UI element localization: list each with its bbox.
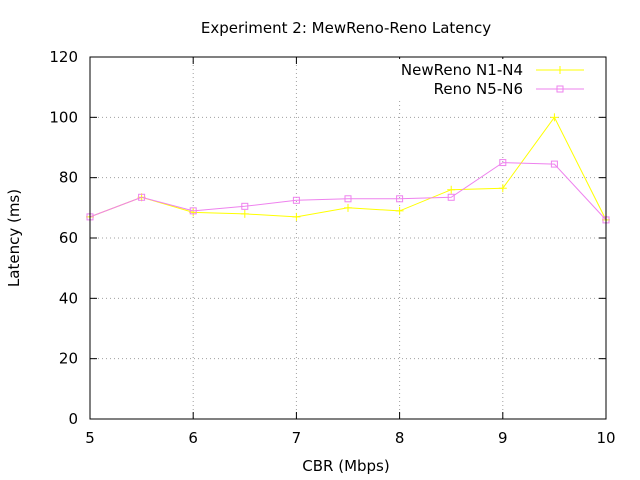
x-axis-title: CBR (Mbps): [302, 457, 389, 475]
y-axis-title: Latency (ms): [5, 189, 23, 287]
data-point-square: [189, 207, 197, 215]
data-point-square: [344, 195, 352, 203]
y-tick-label: 60: [59, 229, 78, 247]
data-point-square: [138, 193, 146, 201]
data-point-square: [550, 160, 558, 168]
series-newreno: [86, 113, 610, 224]
data-point-square: [396, 195, 404, 203]
grid-lines: [90, 57, 606, 419]
y-tick-label: 80: [59, 169, 78, 187]
data-series: [86, 113, 610, 224]
axis-ticks: 0 20 40 60 80 100 120 5 6 7 8 9 10: [49, 48, 615, 447]
legend-background: [380, 59, 604, 99]
legend-label: Reno N5-N6: [434, 80, 523, 98]
plot-frame: [89, 56, 607, 420]
series-reno: [86, 159, 610, 224]
y-tick-label: 20: [59, 350, 78, 368]
legend-entry: Reno N5-N6: [434, 80, 584, 98]
data-point-plus: [550, 113, 559, 122]
y-tick-label: 0: [68, 410, 78, 428]
data-point-square: [556, 85, 564, 93]
data-point-plus: [447, 185, 456, 194]
series-line: [89, 162, 607, 221]
x-tick-label: 7: [292, 429, 302, 447]
data-point-square: [447, 193, 455, 201]
y-tick-label: 120: [49, 48, 78, 66]
chart-title: Experiment 2: MewReno-Reno Latency: [201, 19, 491, 37]
x-tick-label: 8: [395, 429, 405, 447]
data-point-plus: [292, 212, 301, 221]
data-point-plus: [395, 206, 404, 215]
data-point-plus: [240, 209, 249, 218]
legend-label: NewReno N1-N4: [401, 61, 523, 79]
data-point-square: [241, 202, 249, 210]
data-point-square: [292, 196, 300, 204]
x-tick-label: 5: [85, 429, 95, 447]
x-tick-label: 9: [498, 429, 508, 447]
data-point-plus: [556, 66, 564, 74]
y-tick-label: 100: [49, 108, 78, 126]
legend-entry: NewReno N1-N4: [401, 61, 584, 79]
data-point-square: [499, 159, 507, 167]
data-point-plus: [344, 203, 352, 212]
y-tick-label: 40: [59, 289, 78, 307]
x-tick-label: 6: [188, 429, 198, 447]
x-tick-label: 10: [596, 429, 615, 447]
data-point-plus: [498, 184, 507, 193]
